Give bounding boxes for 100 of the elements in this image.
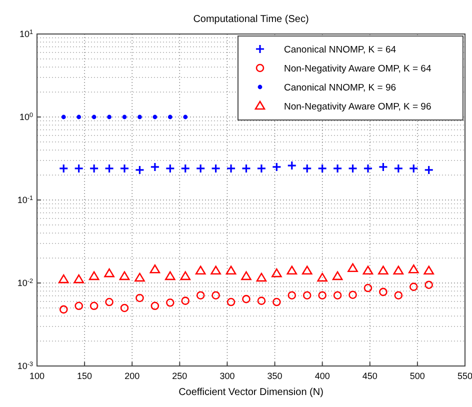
point xyxy=(226,266,236,275)
y-tick-label: 10$^{-1}$ xyxy=(17,194,34,205)
x-tick-label: 300 xyxy=(220,371,235,381)
x-tick-label: 200 xyxy=(124,371,140,381)
legend-label: Non-Negativity Aware OMP, K = 96 xyxy=(284,102,432,112)
y-tick-label: 10$^{-2}$ xyxy=(17,278,34,288)
point xyxy=(134,272,145,282)
x-tick-label: 500 xyxy=(410,371,425,381)
point xyxy=(59,305,68,314)
point xyxy=(120,304,129,312)
x-tick-label: 250 xyxy=(172,371,188,381)
point xyxy=(333,291,342,300)
point xyxy=(104,268,114,278)
point xyxy=(90,302,98,310)
point xyxy=(119,271,130,280)
point xyxy=(168,114,172,120)
y-tick-label: 10$^{0}$ xyxy=(19,112,34,122)
point xyxy=(183,114,188,120)
point xyxy=(424,165,434,175)
point xyxy=(74,302,83,310)
x-axis-title: Coefficient Vector Dimension (N) xyxy=(178,387,324,398)
point xyxy=(362,266,374,275)
y-tick-label: 10$^{-3}$ xyxy=(17,360,34,371)
point xyxy=(318,164,328,174)
point xyxy=(393,266,404,275)
point xyxy=(317,272,328,282)
point xyxy=(241,164,252,174)
point xyxy=(409,282,418,291)
point xyxy=(150,302,160,310)
point xyxy=(74,164,84,174)
point xyxy=(104,164,114,174)
point xyxy=(242,294,250,304)
point xyxy=(134,165,145,175)
point xyxy=(364,284,372,292)
x-tick-label: 550 xyxy=(457,371,472,381)
legend-label: Canonical NNOMP, K = 96 xyxy=(284,82,396,94)
point xyxy=(61,114,66,120)
x-tick-label: 100 xyxy=(29,371,45,381)
x-tick-label: 450 xyxy=(362,371,378,381)
point xyxy=(302,291,312,300)
point xyxy=(107,114,112,120)
point xyxy=(394,291,403,300)
point xyxy=(150,162,160,172)
point xyxy=(150,264,160,274)
point xyxy=(212,291,220,300)
point xyxy=(136,294,144,302)
point xyxy=(120,164,130,174)
legend-label: Canonical NNOMP, K = 64 xyxy=(284,44,396,56)
legend-label: Non-Negativity Aware OMP, K = 64 xyxy=(284,64,432,74)
x-tick-label: 150 xyxy=(77,371,92,381)
point xyxy=(122,114,127,120)
point xyxy=(180,164,190,174)
point xyxy=(74,274,84,284)
point xyxy=(58,164,68,174)
point xyxy=(88,271,100,280)
point xyxy=(424,280,434,289)
point xyxy=(152,114,158,120)
point xyxy=(241,271,252,280)
point xyxy=(286,266,298,275)
point xyxy=(165,164,175,174)
point xyxy=(58,274,69,284)
point xyxy=(165,271,176,280)
point xyxy=(138,114,142,120)
point xyxy=(318,291,326,300)
point xyxy=(394,164,404,174)
point xyxy=(302,266,312,275)
point xyxy=(210,266,221,275)
point xyxy=(408,164,418,174)
point xyxy=(348,290,357,299)
point xyxy=(378,162,388,172)
point xyxy=(379,288,388,296)
point xyxy=(302,164,312,174)
point xyxy=(272,268,282,278)
point xyxy=(332,271,343,280)
point xyxy=(89,164,99,174)
point xyxy=(272,162,282,172)
point xyxy=(196,164,206,174)
point xyxy=(348,164,358,174)
x-tick-label: 350 xyxy=(267,371,282,381)
point xyxy=(92,114,96,120)
point xyxy=(257,296,266,305)
point xyxy=(76,114,82,120)
point xyxy=(424,266,434,275)
point xyxy=(105,298,114,306)
point xyxy=(195,266,206,275)
point xyxy=(348,263,358,272)
point xyxy=(256,164,266,174)
point xyxy=(256,272,267,282)
point xyxy=(180,271,191,280)
y-tick-label: 10$^{1}$ xyxy=(19,28,34,39)
point xyxy=(226,164,236,174)
point xyxy=(181,296,190,305)
point xyxy=(226,298,236,306)
point xyxy=(287,160,297,170)
point xyxy=(288,291,296,300)
chart-title: Computational Time (Sec) xyxy=(193,14,309,25)
point xyxy=(363,164,373,174)
point xyxy=(378,266,388,275)
point xyxy=(211,164,221,174)
point xyxy=(332,164,342,174)
